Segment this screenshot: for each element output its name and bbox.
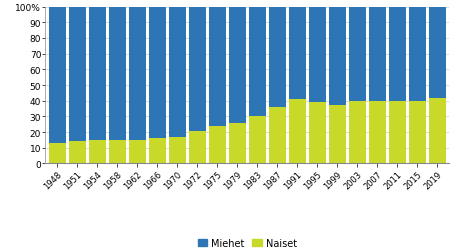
Bar [329,8,346,106]
Bar [189,8,206,131]
Bar [149,139,166,164]
Bar [389,101,406,164]
Bar [249,117,266,164]
Bar [69,142,86,164]
Bar [349,101,366,164]
Bar [109,140,126,164]
Bar [309,103,326,164]
Bar [89,8,106,140]
Bar [329,106,346,164]
Bar [49,8,66,143]
Bar [209,8,226,126]
Bar [429,98,446,164]
Bar [129,140,146,164]
Bar [409,8,426,101]
Bar [169,137,186,164]
Legend: Miehet, Naiset: Miehet, Naiset [194,234,301,252]
Bar [229,123,246,164]
Bar [189,131,206,164]
Bar [389,8,406,101]
Bar [349,8,366,101]
Bar [109,8,126,140]
Bar [269,108,286,164]
Bar [289,8,306,100]
Bar [249,8,266,117]
Bar [369,8,386,101]
Bar [289,100,306,164]
Bar [89,140,106,164]
Bar [269,8,286,108]
Bar [369,101,386,164]
Bar [169,8,186,137]
Bar [229,8,246,123]
Bar [149,8,166,139]
Bar [209,126,226,164]
Bar [429,8,446,98]
Bar [309,8,326,103]
Bar [409,101,426,164]
Bar [129,8,146,140]
Bar [69,8,86,142]
Bar [49,143,66,164]
